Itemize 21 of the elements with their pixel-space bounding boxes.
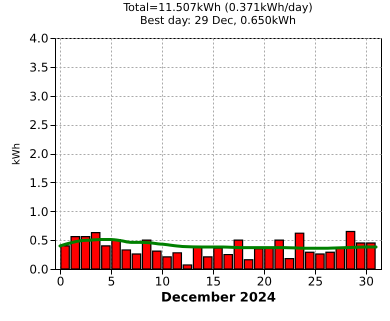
y-tick-label: 3.0 [29, 89, 48, 104]
y-tick-label: 1.0 [29, 204, 48, 219]
y-tick-label: 1.5 [29, 176, 48, 190]
chart-subtitle: Best day: 29 Dec, 0.650kWh [140, 14, 296, 27]
y-tick-label: 2.5 [29, 118, 48, 132]
y-axis-title: kWh [11, 142, 22, 166]
chart-title: Total=11.507kWh (0.371kWh/day) [122, 1, 313, 14]
x-tick-label: 30 [358, 274, 374, 288]
y-tick-label: 2.0 [29, 147, 48, 161]
y-tick-label: 3.5 [29, 60, 48, 74]
x-axis-title: December 2024 [161, 290, 276, 306]
x-tick-label: 15 [206, 274, 222, 288]
y-tick-label: 0.5 [29, 234, 48, 248]
x-tick-label: 0 [56, 274, 64, 288]
y-tick-label: 0.0 [29, 262, 48, 276]
y-tick-label: 4.0 [29, 32, 48, 46]
x-tick-label: 10 [154, 274, 170, 288]
x-tick-label: 5 [108, 274, 116, 288]
line-series [58, 238, 378, 250]
x-tick-label: 25 [308, 274, 323, 288]
x-tick-label: 20 [256, 274, 272, 288]
